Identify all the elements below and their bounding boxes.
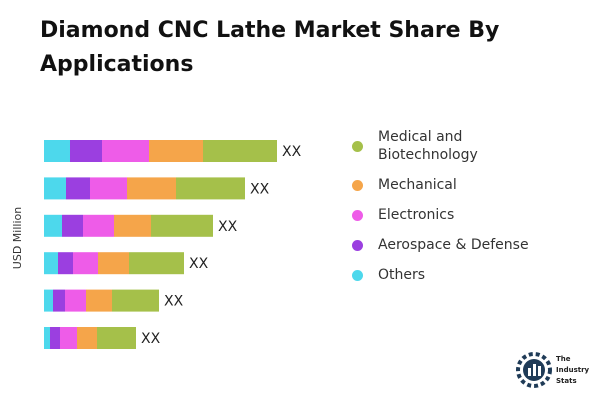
bar-segment xyxy=(112,289,159,312)
legend-swatch xyxy=(352,141,363,152)
bar-segment xyxy=(203,140,277,162)
bar-segment xyxy=(44,177,66,200)
bar-segment xyxy=(83,214,114,237)
legend-label: Mechanical xyxy=(378,177,457,193)
legend-entry: Mechanical xyxy=(352,176,552,194)
bar-segment xyxy=(149,140,203,162)
bar-segment xyxy=(44,252,58,275)
bar-segment xyxy=(114,214,151,237)
bar-label: XX xyxy=(189,256,209,272)
bar-segment xyxy=(129,252,184,275)
legend-swatch xyxy=(352,240,363,251)
bar-segment xyxy=(151,214,213,237)
bar-segment xyxy=(98,252,129,275)
bar-segment xyxy=(73,252,98,275)
bar-segment xyxy=(58,252,73,275)
legend-entry: Electronics xyxy=(352,206,552,224)
bar-segment xyxy=(127,177,176,200)
bar-segment xyxy=(44,140,70,162)
bar-segment xyxy=(176,177,245,200)
bar-segment xyxy=(50,327,60,349)
bar-segment xyxy=(44,327,50,349)
bar-segment xyxy=(66,177,90,200)
legend-swatch xyxy=(352,270,363,281)
legend-label: Medical and Biotechnology xyxy=(378,129,478,163)
bar-segment xyxy=(77,327,97,349)
legend-entry: Others xyxy=(352,266,552,284)
legend-label: Others xyxy=(378,267,426,283)
bar-label: XX xyxy=(164,294,184,310)
legend: Medical and Biotechnology Mechanical Elect… xyxy=(352,128,552,296)
bar-segment xyxy=(44,214,62,237)
bar-segment xyxy=(102,140,149,162)
logo-text: The Industry Stats xyxy=(556,355,590,385)
bar-segment xyxy=(60,327,77,349)
legend-swatch xyxy=(352,180,363,191)
bar-label: XX xyxy=(282,144,302,160)
chart-title: Diamond CNC Lathe Market Share By Applic… xyxy=(40,18,500,77)
bar-segment xyxy=(62,214,83,237)
bar-segment xyxy=(70,140,102,162)
legend-label: Electronics xyxy=(378,207,455,223)
logo-icon xyxy=(516,352,552,388)
legend-entry: Aerospace & Defense xyxy=(352,236,552,254)
bar-segment xyxy=(44,289,53,312)
bar-segment xyxy=(97,327,136,349)
y-axis-label: USD Million xyxy=(11,207,24,269)
legend-label: Aerospace & Defense xyxy=(378,237,529,253)
bar-segment xyxy=(90,177,127,200)
legend-entry: Medical and Biotechnology xyxy=(352,128,552,164)
bar-label: XX xyxy=(218,219,238,235)
bar-label: XX xyxy=(250,181,270,197)
bar-segment xyxy=(53,289,65,312)
bar-segment xyxy=(65,289,86,312)
bar-segment xyxy=(86,289,112,312)
legend-swatch xyxy=(352,210,363,221)
bar-label: XX xyxy=(141,331,161,347)
